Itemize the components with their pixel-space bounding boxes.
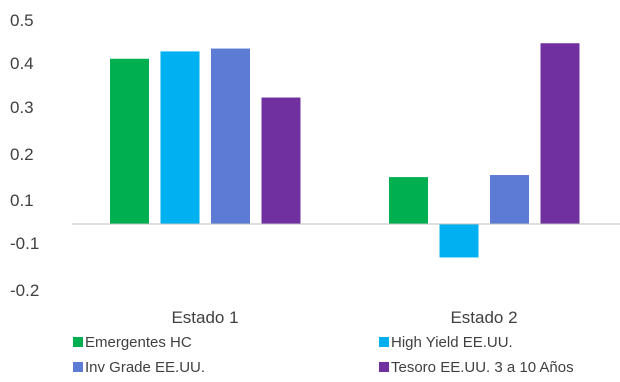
y-tick-label: 0.4 (10, 54, 34, 73)
legend-swatch (73, 337, 83, 347)
bars (110, 43, 580, 258)
bar (540, 43, 580, 225)
y-tick-label: 0.2 (10, 145, 34, 164)
bar (389, 177, 428, 224)
legend: Emergentes HC High Yield EE.UU. Inv Grade … (73, 334, 574, 376)
y-tick-label: 0.1 (10, 191, 34, 210)
legend-label: High Yield EE.UU. (391, 334, 513, 351)
category-labels: Estado 1 Estado 2 (171, 308, 517, 327)
legend-label: Inv Grade EE.UU. (85, 359, 205, 376)
bar (439, 224, 479, 258)
legend-label: Emergentes HC (85, 334, 192, 351)
bar (211, 48, 250, 225)
y-axis-ticks: 0.5 0.4 0.3 0.2 0.1 -0.1 -0.2 (10, 11, 39, 300)
category-label: Estado 2 (450, 308, 517, 327)
category-label: Estado 1 (171, 308, 238, 327)
bar (110, 58, 149, 225)
y-tick-label: 0.5 (10, 11, 34, 30)
y-tick-label: -0.2 (10, 281, 39, 300)
legend-label: Tesoro EE.UU. 3 a 10 Años (391, 359, 574, 376)
bar (490, 175, 529, 224)
bar (160, 51, 200, 224)
y-tick-label: -0.1 (10, 234, 39, 253)
legend-swatch (73, 362, 83, 372)
legend-swatch (379, 362, 389, 372)
legend-swatch (379, 337, 389, 347)
bar (261, 97, 301, 224)
y-tick-label: 0.3 (10, 98, 34, 117)
